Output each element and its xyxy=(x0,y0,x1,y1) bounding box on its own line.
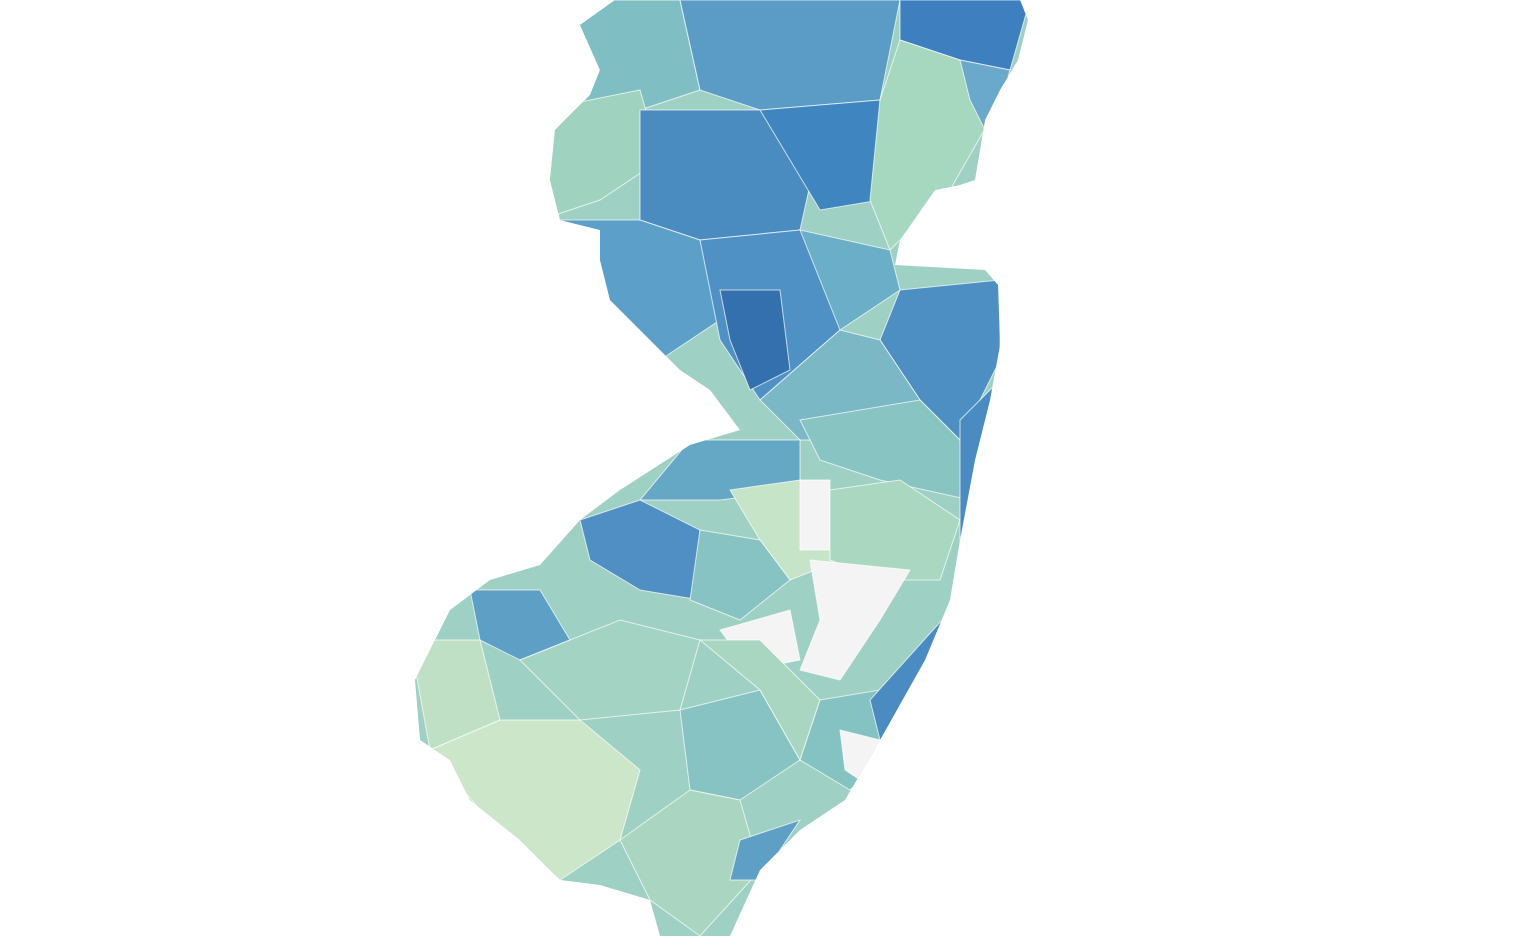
region xyxy=(679,689,801,801)
region xyxy=(719,289,791,391)
region xyxy=(829,479,961,581)
region xyxy=(519,619,701,721)
region xyxy=(799,479,831,551)
region xyxy=(689,529,791,621)
state-regions xyxy=(415,0,1028,936)
region xyxy=(679,0,901,111)
region xyxy=(799,559,911,681)
